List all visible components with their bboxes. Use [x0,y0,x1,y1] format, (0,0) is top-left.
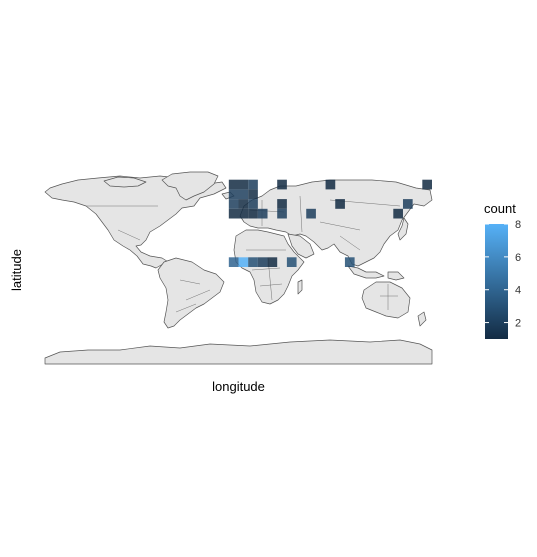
heatmap-tile-5 [422,179,432,190]
madagascar [297,279,303,295]
heatmap-tile-14 [402,199,413,209]
legend-tick-label-6: 6 [515,252,521,264]
heatmap-tile-11 [248,199,258,209]
heatmap-tile-10 [238,199,249,209]
legend-title: count [484,201,516,216]
north-america-landmass [44,175,227,269]
indonesia-islands [347,265,385,279]
heatmap-tile-3 [277,179,287,190]
australia-landmass [361,281,411,319]
heatmap-tile-12 [277,199,287,209]
arabian-peninsula [287,233,315,259]
new-guinea [387,271,405,281]
new-zealand [417,311,427,327]
heatmap-tile-15 [228,208,239,219]
heatmap-tile-4 [325,179,336,190]
heatmap-tile-24 [248,257,258,267]
heatmap-tile-23 [238,257,249,267]
heatmap-tile-26 [267,257,278,267]
heatmap-tile-0 [228,179,239,190]
heatmap-tiles [228,179,432,267]
y-axis-title: latitude [9,249,24,291]
greenland-landmass [161,171,219,201]
heatmap-tile-27 [286,257,297,267]
heatmap-tile-13 [335,199,345,209]
arctic-islands [103,176,147,188]
heatmap-tile-25 [257,257,268,267]
antarctica-landmass [44,339,433,365]
heatmap-tile-2 [248,179,258,190]
heatmap-tile-28 [344,257,355,267]
legend-tick-label-2: 2 [515,318,521,330]
legend-color-bar [485,224,508,339]
south-america-landmass [157,257,225,329]
legend-ticks: 2 4 6 8 [485,219,521,330]
heatmap-tile-22 [228,257,239,267]
heatmap-tile-6 [228,189,239,200]
legend-tick-label-4: 4 [515,285,521,297]
heatmap-tile-19 [277,208,287,219]
heatmap-tile-8 [248,189,258,200]
heatmap-tile-20 [306,208,316,219]
legend-tick-label-8: 8 [515,219,521,231]
japan-islands [397,217,409,241]
x-axis-title: longitude [212,379,265,394]
heatmap-tile-9 [228,199,239,209]
heatmap-tile-17 [248,208,258,219]
heatmap-tile-16 [238,208,249,219]
heatmap-tile-21 [393,208,403,219]
heatmap-tile-18 [257,208,268,219]
heatmap-tile-7 [238,189,249,200]
heatmap-tile-1 [238,179,249,190]
color-legend: count 2 4 6 8 [484,201,521,339]
